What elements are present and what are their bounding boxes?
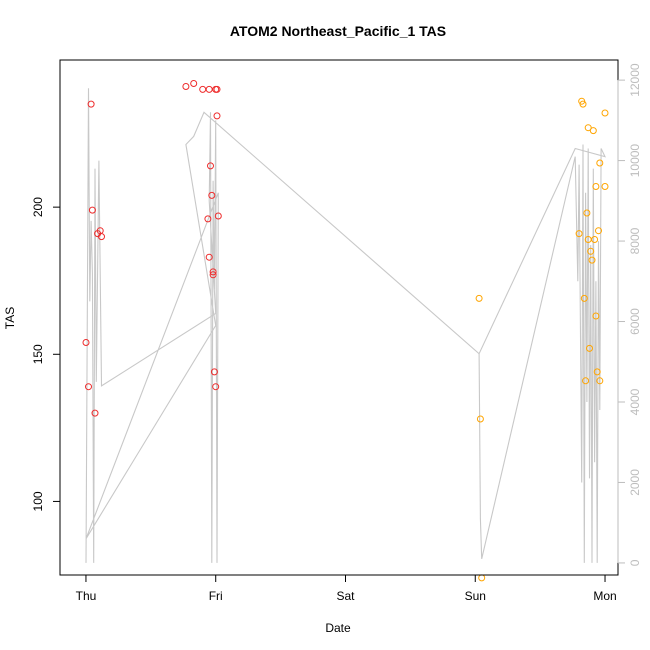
data-point	[592, 183, 600, 190]
x-tick-label: Fri	[209, 589, 223, 603]
data-point	[586, 344, 593, 352]
data-point	[82, 339, 90, 346]
y-tick-label: 150	[31, 344, 45, 364]
chart-title: ATOM2 Northeast_Pacific_1 TAS	[230, 23, 446, 39]
y2-tick-label: 10000	[628, 144, 642, 178]
data-point	[214, 212, 222, 220]
data-point	[85, 383, 92, 391]
data-point	[580, 294, 588, 302]
data-point	[207, 162, 214, 170]
data-point	[205, 253, 213, 261]
data-point	[208, 191, 216, 199]
y2-tick-label: 8000	[628, 227, 642, 254]
data-point	[478, 574, 486, 582]
data-point	[592, 312, 600, 320]
data-point	[88, 206, 96, 214]
data-point	[584, 124, 592, 132]
x-tick-label: Thu	[76, 589, 97, 603]
x-axis: Thu Fri Sat Sun Mon	[76, 574, 617, 603]
y-tick-label: 200	[31, 197, 45, 217]
data-point	[588, 256, 596, 264]
data-point	[591, 236, 599, 243]
data-point	[575, 230, 583, 238]
data-point	[205, 85, 213, 93]
secondary-series-layer	[85, 88, 607, 563]
x-tick-label: Sun	[465, 589, 486, 603]
data-point	[476, 415, 484, 423]
x-tick-label: Mon	[593, 589, 616, 603]
data-point	[475, 294, 483, 302]
y2-tick-label: 4000	[628, 388, 642, 415]
data-point	[595, 227, 602, 235]
y2-tick-label: 6000	[628, 308, 642, 335]
y-axis-left: 100 150 200	[31, 197, 61, 511]
data-point	[209, 271, 217, 279]
x-axis-label: Date	[325, 621, 351, 635]
y2-tick-label: 12000	[628, 63, 642, 97]
y2-tick-label: 0	[628, 559, 642, 566]
plot-frame	[59, 59, 619, 576]
y2-tick-label: 2000	[628, 469, 642, 496]
points-layer	[82, 80, 609, 582]
data-point	[212, 85, 220, 93]
data-point	[596, 377, 604, 385]
data-point	[601, 183, 609, 190]
data-point	[87, 100, 95, 108]
data-point	[209, 268, 217, 276]
data-point	[601, 109, 609, 117]
y-axis-right: 0 2000 4000 6000 8000 10000 12000	[617, 63, 642, 566]
x-tick-label: Sat	[336, 589, 355, 603]
data-point	[582, 377, 590, 385]
data-point	[593, 368, 601, 376]
data-point	[213, 112, 221, 120]
data-point	[583, 209, 591, 217]
data-point	[212, 383, 220, 391]
data-point	[199, 85, 207, 93]
secondary-series-line	[85, 88, 607, 563]
data-point	[182, 83, 190, 90]
data-point	[587, 247, 595, 255]
data-point	[579, 100, 587, 108]
y-tick-label: 100	[31, 491, 45, 511]
data-point	[98, 233, 105, 241]
y-axis-label: TAS	[3, 307, 17, 329]
data-point	[190, 80, 198, 87]
data-point	[596, 159, 604, 167]
data-point	[589, 127, 597, 135]
data-point	[210, 368, 218, 376]
data-point	[204, 215, 212, 223]
data-point	[91, 409, 99, 417]
